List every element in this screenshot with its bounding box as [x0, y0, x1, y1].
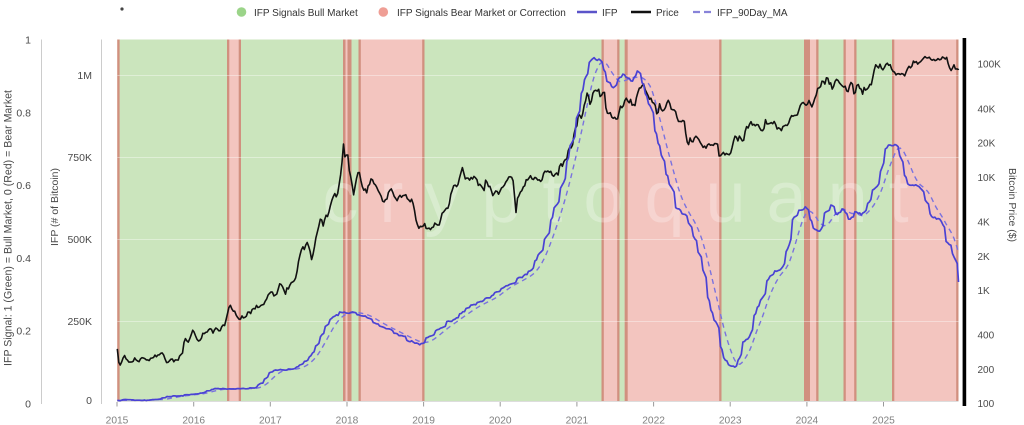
- svg-text:2019: 2019: [412, 416, 435, 425]
- svg-text:400: 400: [978, 331, 995, 342]
- svg-text:500K: 500K: [67, 234, 92, 246]
- svg-text:IFP Signals Bear Market or Cor: IFP Signals Bear Market or Correction: [397, 8, 566, 19]
- svg-text:0.4: 0.4: [16, 253, 31, 265]
- svg-text:40K: 40K: [978, 105, 996, 116]
- svg-text:2023: 2023: [719, 416, 742, 425]
- svg-text:0.2: 0.2: [16, 326, 31, 338]
- svg-text:0.6: 0.6: [16, 180, 31, 192]
- svg-text:2025: 2025: [872, 416, 895, 425]
- svg-text:Bitcoin Price ($): Bitcoin Price ($): [1006, 168, 1018, 242]
- svg-text:IFP Signal: 1 (Green) = Bull M: IFP Signal: 1 (Green) = Bull Market, 0 (…: [3, 90, 15, 366]
- svg-text:100K: 100K: [978, 60, 1002, 71]
- svg-text:IFP_90Day_MA: IFP_90Day_MA: [717, 8, 788, 19]
- svg-text:0: 0: [86, 395, 92, 407]
- svg-text:1M: 1M: [77, 70, 92, 82]
- svg-text:10K: 10K: [978, 173, 996, 184]
- svg-text:20K: 20K: [978, 139, 996, 150]
- svg-text:2020: 2020: [489, 416, 512, 425]
- svg-text:IFP: IFP: [602, 8, 618, 19]
- svg-text:750K: 750K: [67, 152, 92, 164]
- svg-text:0: 0: [25, 399, 31, 411]
- svg-text:2018: 2018: [336, 416, 359, 425]
- svg-text:1K: 1K: [978, 286, 991, 297]
- svg-text:2022: 2022: [642, 416, 665, 425]
- svg-text:2K: 2K: [978, 252, 991, 263]
- svg-text:1: 1: [25, 35, 31, 47]
- svg-text:IFP Signals Bull Market: IFP Signals Bull Market: [254, 8, 358, 19]
- svg-text:0.8: 0.8: [16, 107, 31, 119]
- svg-text:200: 200: [978, 365, 995, 376]
- svg-text:250K: 250K: [67, 316, 92, 328]
- svg-text:2021: 2021: [566, 416, 589, 425]
- svg-text:cryptoquant: cryptoquant: [322, 158, 929, 238]
- svg-text:100: 100: [978, 399, 995, 410]
- svg-text:2016: 2016: [182, 416, 205, 425]
- svg-text:2024: 2024: [796, 416, 819, 425]
- svg-text:4K: 4K: [978, 218, 991, 229]
- svg-text:2015: 2015: [106, 416, 129, 425]
- svg-text:2017: 2017: [259, 416, 282, 425]
- svg-text:Price: Price: [656, 8, 679, 19]
- svg-text:IFP (# of Bitcoin): IFP (# of Bitcoin): [49, 168, 61, 246]
